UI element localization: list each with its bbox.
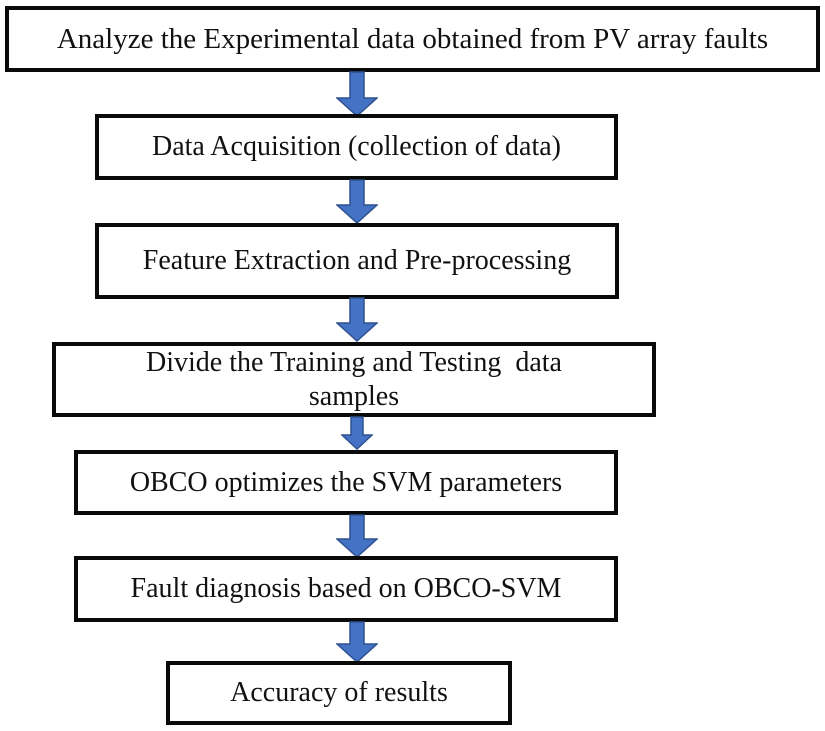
flow-step-label: OBCO optimizes the SVM parameters xyxy=(129,466,563,498)
flow-step-feature-extraction: Feature Extraction and Pre-processing xyxy=(95,223,619,299)
flow-step-data-acquisition: Data Acquisition (collection of data) xyxy=(95,114,618,180)
flow-step-obco-optimizes: OBCO optimizes the SVM parameters xyxy=(74,450,618,515)
flow-step-fault-diagnosis: Fault diagnosis based on OBCO-SVM xyxy=(74,556,618,622)
flow-step-label: Fault diagnosis based on OBCO-SVM xyxy=(130,573,562,604)
flow-step-label-line2: samples xyxy=(308,380,400,412)
arrow-down-icon xyxy=(336,179,378,224)
flow-step-label-line1: Divide the Training and Testing data xyxy=(146,346,562,378)
arrow-down-icon xyxy=(336,621,378,663)
flow-step-label: Data Acquisition (collection of data) xyxy=(152,131,561,162)
arrow-down-icon xyxy=(341,416,373,450)
flow-step-label: Feature Extraction and Pre-processing xyxy=(142,245,572,276)
flow-step-label: Accuracy of results xyxy=(230,677,448,708)
flow-step-analyze-data: Analyze the Experimental data obtained f… xyxy=(5,6,820,72)
flow-step-label: Analyze the Experimental data obtained f… xyxy=(56,23,769,55)
flow-step-divide-samples: Divide the Training and Testing data sam… xyxy=(52,342,656,417)
arrow-down-icon xyxy=(336,71,378,117)
arrow-down-icon xyxy=(336,514,378,558)
arrow-down-icon xyxy=(336,297,378,342)
flow-step-accuracy-results: Accuracy of results xyxy=(166,661,512,725)
